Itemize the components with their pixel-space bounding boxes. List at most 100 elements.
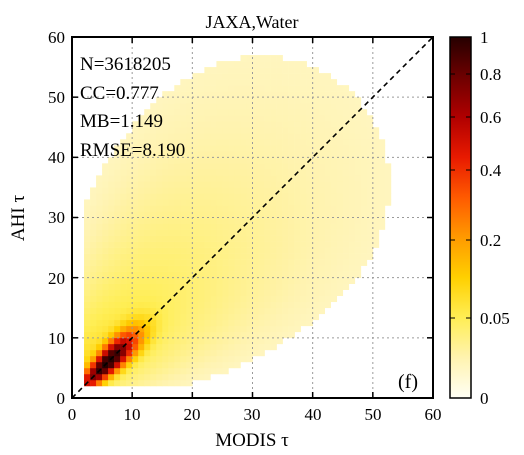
density-cell: [150, 109, 157, 116]
density-cell: [264, 313, 271, 321]
density-cell: [132, 121, 139, 128]
x-axis-label: MODIS τ: [215, 430, 289, 451]
density-cell: [312, 79, 319, 86]
density-cell: [150, 379, 157, 387]
density-cell: [276, 205, 283, 212]
density-cell: [132, 175, 139, 182]
density-cell: [276, 85, 283, 92]
density-cell: [288, 61, 295, 68]
density-cell: [192, 283, 199, 290]
density-cell: [114, 205, 121, 212]
density-cell: [186, 157, 193, 164]
density-cell: [108, 307, 115, 315]
density-cell: [132, 349, 139, 357]
density-cell: [246, 343, 253, 351]
density-cell: [186, 211, 193, 218]
density-cell: [240, 247, 247, 254]
density-cell: [324, 235, 332, 242]
density-cell: [180, 151, 187, 158]
density-cell: [174, 175, 181, 182]
density-cell: [324, 277, 332, 284]
density-cell: [294, 205, 301, 212]
density-cell: [126, 277, 133, 284]
density-cell: [108, 331, 115, 339]
density-cell: [312, 163, 319, 170]
density-cell: [234, 289, 241, 297]
density-cell: [168, 307, 175, 315]
density-cell: [180, 91, 187, 98]
density-cell: [150, 313, 157, 321]
density-cell: [282, 127, 289, 134]
density-cell: [222, 61, 229, 68]
density-cell: [180, 253, 187, 260]
density-cell: [312, 253, 319, 260]
density-cell: [252, 187, 259, 194]
density-cell: [336, 145, 344, 152]
density-cell: [198, 157, 205, 164]
density-cell: [312, 85, 319, 92]
density-cell: [258, 319, 265, 327]
density-cell: [180, 145, 187, 152]
density-cell: [282, 97, 289, 104]
density-cell: [174, 271, 181, 278]
density-cell: [90, 343, 97, 351]
density-cell: [228, 241, 235, 248]
density-cell: [312, 145, 319, 152]
density-cell: [108, 223, 115, 230]
density-cell: [156, 277, 163, 284]
density-cell: [234, 181, 241, 188]
density-cell: [168, 187, 175, 194]
density-cell: [330, 265, 338, 272]
density-cell: [162, 283, 169, 290]
density-cell: [270, 127, 277, 134]
density-cell: [186, 265, 193, 272]
density-cell: [318, 295, 325, 303]
density-cell: [300, 289, 307, 297]
density-cell: [84, 217, 91, 224]
density-cell: [84, 199, 91, 206]
density-cell: [96, 289, 103, 297]
density-cell: [162, 91, 169, 98]
density-cell: [360, 241, 368, 248]
density-cell: [330, 103, 338, 110]
density-cell: [162, 319, 169, 327]
density-cell: [348, 241, 356, 248]
density-cell: [342, 103, 350, 110]
density-cell: [294, 277, 301, 284]
density-cell: [216, 361, 223, 369]
density-cell: [120, 349, 127, 357]
density-cell: [192, 325, 199, 333]
density-cell: [276, 271, 283, 278]
density-cell: [246, 55, 253, 62]
density-cell: [228, 157, 235, 164]
density-cell: [282, 253, 289, 260]
density-cell: [168, 259, 175, 266]
density-cell: [144, 355, 151, 363]
density-cell: [360, 115, 368, 122]
density-cell: [144, 115, 151, 122]
density-cell: [294, 181, 301, 188]
density-cell: [156, 367, 163, 375]
density-cell: [300, 253, 307, 260]
density-cell: [294, 79, 301, 86]
density-cell: [96, 193, 103, 200]
density-cell: [264, 235, 271, 242]
density-cell: [174, 379, 181, 387]
density-cell: [228, 85, 235, 92]
density-cell: [234, 169, 241, 176]
density-cell: [132, 259, 139, 266]
density-cell: [114, 379, 121, 387]
density-cell: [144, 163, 151, 170]
density-cell: [258, 241, 265, 248]
density-cell: [210, 163, 217, 170]
density-cell: [228, 163, 235, 170]
density-cell: [252, 265, 259, 272]
density-cell: [216, 337, 223, 345]
density-cell: [246, 97, 253, 104]
density-cell: [168, 253, 175, 260]
density-cell: [360, 127, 368, 134]
density-cell: [294, 139, 301, 146]
density-cell: [102, 373, 109, 381]
density-cell: [144, 193, 151, 200]
density-cell: [222, 157, 229, 164]
